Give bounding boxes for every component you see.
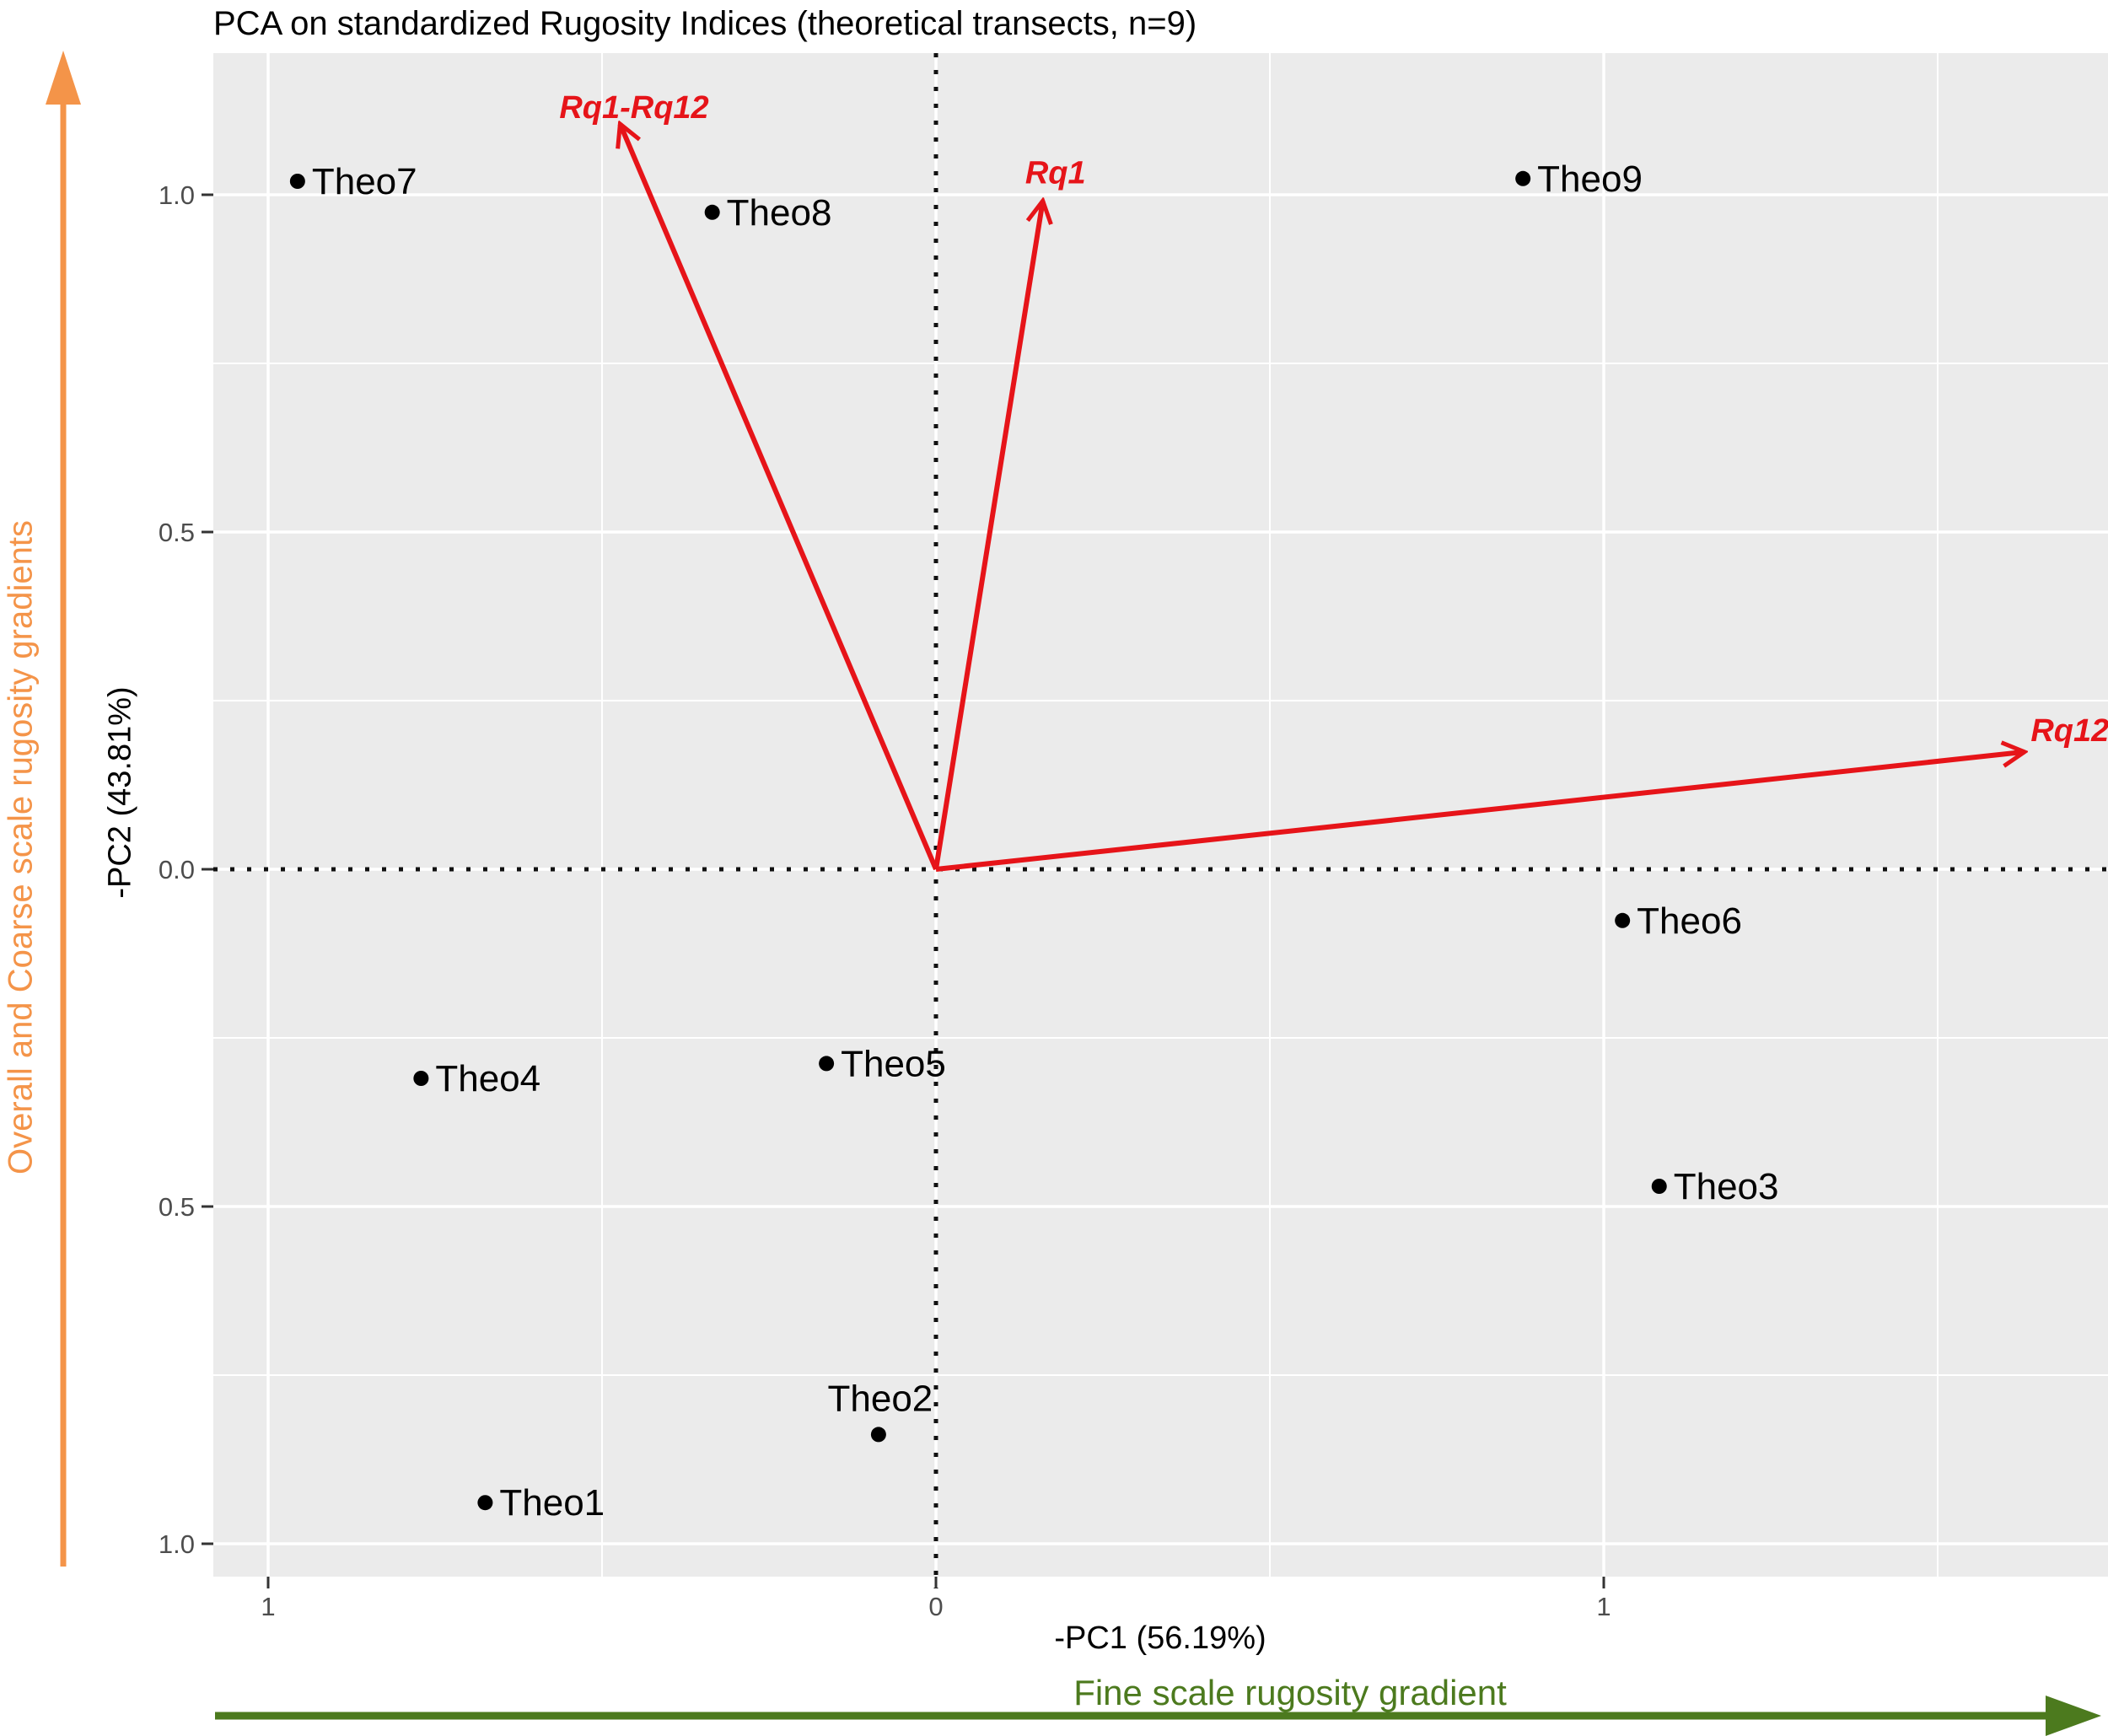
point-label-theo7: Theo7 <box>312 161 417 202</box>
data-point-theo4 <box>413 1071 429 1086</box>
point-label-theo8: Theo8 <box>727 192 832 234</box>
vertical-gradient-arrow-icon <box>46 51 81 1567</box>
point-label-theo4: Theo4 <box>435 1058 540 1099</box>
x-axis-label: -PC1 (56.19%) <box>1054 1620 1266 1656</box>
point-label-theo5: Theo5 <box>841 1043 946 1084</box>
data-point-theo8 <box>704 204 720 220</box>
data-point-theo3 <box>1651 1179 1667 1194</box>
y-tick-label: 0.0 <box>159 855 195 884</box>
x-tick-label: 1 <box>1596 1592 1611 1621</box>
horizontal-gradient-arrow-icon <box>215 1696 2101 1736</box>
loading-arrow-rq1-rq12 <box>620 124 938 871</box>
data-point-theo6 <box>1615 912 1631 928</box>
data-point-theo7 <box>289 174 305 189</box>
fine-scale-gradient-label: Fine scale rugosity gradient <box>1073 1673 1507 1712</box>
x-tick-label: 0 <box>928 1592 943 1621</box>
loading-label-rq1: Rq1 <box>1025 156 1086 191</box>
data-point-theo9 <box>1515 170 1531 186</box>
point-label-theo2: Theo2 <box>828 1378 933 1419</box>
point-label-theo3: Theo3 <box>1674 1166 1779 1207</box>
y-tick-label: 1.0 <box>159 1529 195 1559</box>
data-point-theo1 <box>477 1495 493 1511</box>
loading-arrow-rq1 <box>933 201 1043 870</box>
point-label-theo1: Theo1 <box>499 1482 605 1524</box>
y-tick-label: 0.5 <box>159 1192 195 1222</box>
data-point-theo5 <box>819 1056 835 1072</box>
chart-title: PCA on standardized Rugosity Indices (th… <box>213 5 1197 42</box>
plot-panel <box>213 53 2108 1577</box>
point-label-theo6: Theo6 <box>1637 900 1742 942</box>
point-label-theo9: Theo9 <box>1537 159 1643 200</box>
loading-label-rq12: Rq12 <box>2030 713 2108 749</box>
loading-arrow-rq12 <box>935 752 2025 872</box>
y-tick-label: 0.5 <box>159 518 195 547</box>
data-point-theo2 <box>870 1427 886 1443</box>
y-tick-label: 1.0 <box>159 180 195 210</box>
x-tick-label: 1 <box>261 1592 275 1621</box>
loading-label-rq1-rq12: Rq1-Rq12 <box>559 90 708 126</box>
